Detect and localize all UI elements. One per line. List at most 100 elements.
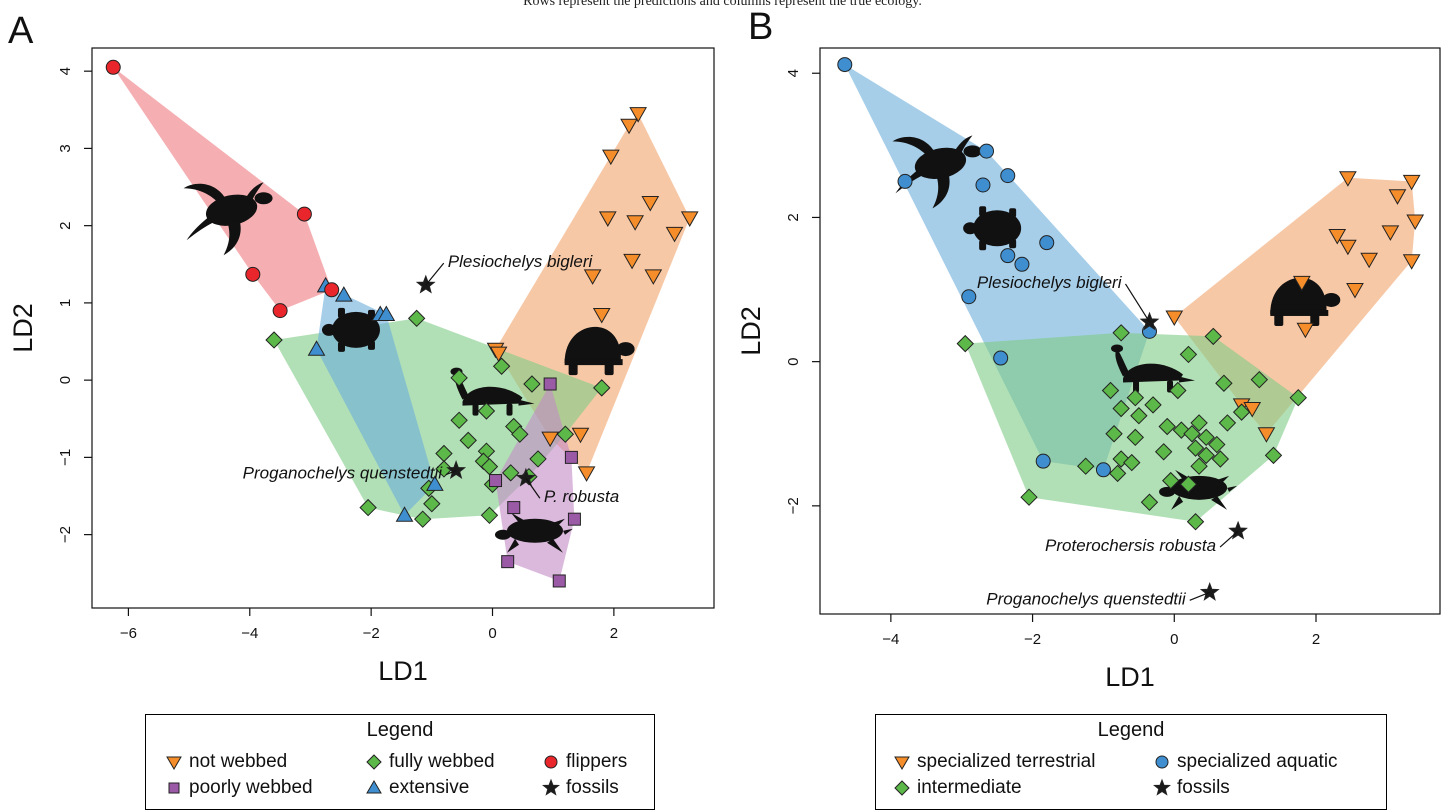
x-tick-label: 2: [1312, 631, 1320, 648]
annotation-label: Proganochelys quenstedtii: [243, 464, 444, 483]
data-point-extensive: [395, 506, 414, 522]
data-point-intermediate: [1126, 428, 1145, 447]
legend-label: extensive: [389, 777, 470, 798]
box-turtle-icon: [1270, 277, 1341, 326]
data-point-intermediate: [1105, 425, 1123, 443]
x-tick-label: 0: [1170, 631, 1178, 648]
plot-frame: [91, 47, 715, 609]
data-point-specialized-aquatic: [1000, 168, 1016, 184]
legend-item: extensive: [364, 777, 469, 799]
data-point-specialized-terrestrial: [1328, 228, 1347, 245]
data-point-poorly-webbed: [501, 555, 515, 569]
data-point-poorly-webbed: [552, 574, 566, 588]
data-point-poorly-webbed: [507, 501, 521, 515]
data-point-intermediate: [1020, 488, 1038, 506]
data-point-fully-webbed: [407, 309, 426, 328]
data-point-specialized-aquatic: [975, 177, 991, 193]
data-point-specialized-terrestrial: [1339, 171, 1357, 187]
data-point-not-webbed: [626, 215, 644, 231]
y-tick-label: 4: [785, 69, 802, 77]
data-point-intermediate: [1232, 403, 1251, 421]
legend-marker: [894, 756, 910, 770]
data-point-fossils: [1228, 520, 1248, 540]
data-point-fully-webbed: [492, 357, 511, 375]
data-point-specialized-aquatic: [1039, 235, 1055, 251]
data-point-intermediate: [1162, 471, 1180, 490]
legend-title: Legend: [1097, 719, 1165, 741]
x-tick-label: −6: [120, 625, 137, 642]
data-point-fully-webbed: [502, 464, 520, 482]
box-turtle-icon: [564, 326, 635, 376]
data-point-specialized-terrestrial: [1165, 310, 1184, 326]
data-point-not-webbed: [571, 427, 590, 444]
data-point-flippers: [324, 282, 340, 298]
data-point-specialized-aquatic: [1095, 462, 1111, 478]
data-point-fully-webbed: [265, 331, 283, 349]
data-point-specialized-aquatic: [1014, 256, 1030, 272]
legend-item: intermediate: [892, 777, 1022, 799]
data-point-specialized-terrestrial: [1402, 254, 1421, 270]
data-point-intermediate: [1126, 388, 1145, 407]
data-point-extensive: [377, 305, 396, 321]
data-point-specialized-terrestrial: [1406, 214, 1425, 231]
data-point-intermediate: [1264, 446, 1283, 465]
data-point-fully-webbed: [477, 402, 496, 420]
data-point-fully-webbed: [523, 375, 541, 393]
data-point-intermediate: [1208, 435, 1226, 454]
data-point-not-webbed: [541, 431, 560, 448]
data-point-specialized-aquatic: [979, 143, 995, 159]
legend-marker-shape: [366, 754, 382, 770]
data-point-intermediate: [1123, 453, 1141, 472]
legend-marker-shape: [1153, 778, 1171, 796]
data-point-intermediate: [1289, 388, 1307, 407]
legend-marker-shape: [1155, 755, 1169, 769]
data-point-flippers: [105, 59, 121, 75]
y-tick-label: 0: [785, 357, 802, 365]
data-point-intermediate: [1144, 396, 1162, 414]
data-point-intermediate: [1112, 399, 1130, 418]
data-point-intermediate: [1197, 446, 1215, 465]
legend-marker-shape: [542, 778, 560, 796]
data-point-intermediate: [1218, 414, 1237, 432]
data-point-intermediate: [1186, 513, 1205, 531]
data-point-not-webbed: [489, 346, 508, 363]
y-tick-label: 1: [57, 299, 74, 307]
legend-marker-shape: [366, 780, 382, 794]
data-point-specialized-terrestrial: [1257, 427, 1276, 443]
data-point-poorly-webbed: [543, 377, 557, 391]
data-point-intermediate: [1130, 407, 1148, 425]
data-point-specialized-aquatic: [961, 289, 977, 305]
data-point-intermediate: [1179, 345, 1198, 364]
legend-item: fossils: [541, 777, 619, 799]
annotation-label: Plesiochelys bigleri: [448, 252, 594, 271]
legend-item: specialized terrestrial: [892, 751, 1095, 773]
legend-label: intermediate: [917, 777, 1022, 798]
figure-caption: Rows represent the predictions and colum…: [523, 0, 922, 9]
data-point-intermediate: [1190, 457, 1208, 475]
legend-label: specialized aquatic: [1177, 751, 1338, 772]
y-tick-label: 2: [785, 213, 802, 221]
data-point-specialized-terrestrial: [1346, 283, 1364, 299]
sea-turtle-icon: [183, 182, 273, 256]
legend-marker: [542, 778, 560, 796]
data-point-intermediate: [1190, 414, 1208, 432]
data-point-not-webbed: [598, 211, 617, 227]
data-point-fossils: [1199, 581, 1220, 601]
legend-marker-shape: [894, 780, 910, 796]
data-point-fully-webbed: [414, 510, 432, 528]
data-point-fully-webbed: [556, 425, 575, 443]
data-point-fossils: [515, 467, 536, 487]
data-point-fully-webbed: [593, 379, 611, 397]
data-point-fully-webbed: [450, 369, 468, 387]
panel-label-a: A: [8, 10, 34, 52]
legend-marker-shape: [544, 755, 558, 769]
data-point-specialized-terrestrial: [1360, 252, 1379, 269]
annotation-label: Proganochelys quenstedtii: [986, 589, 1187, 608]
data-point-flippers: [296, 206, 312, 222]
data-point-specialized-terrestrial: [1339, 239, 1357, 256]
y-tick-label: 3: [57, 144, 74, 152]
pond-turtle-icon: [321, 307, 380, 352]
legend-marker: [366, 780, 382, 794]
data-point-not-webbed: [641, 195, 660, 212]
